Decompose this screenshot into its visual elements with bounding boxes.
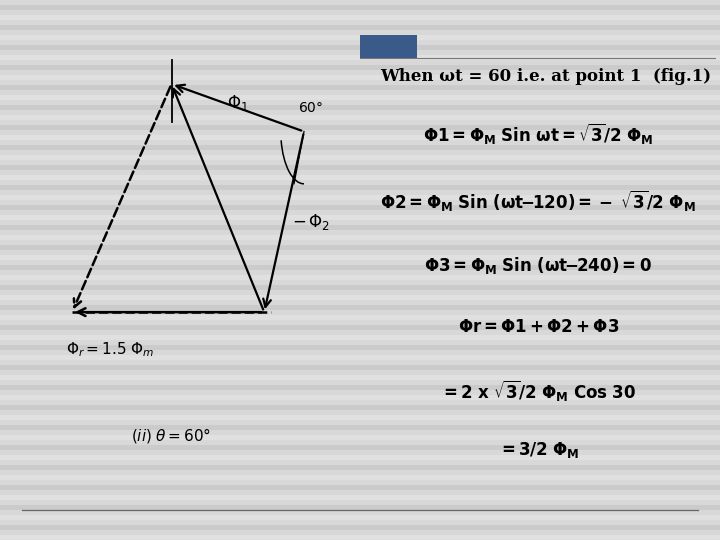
Bar bbox=[0, 145, 720, 150]
Bar bbox=[0, 55, 720, 60]
Bar bbox=[0, 185, 720, 190]
Bar bbox=[0, 35, 720, 40]
Bar bbox=[0, 205, 720, 210]
Text: $\mathbf{\Phi1 = \Phi_M\ Sin\ \omega t = \sqrt{3}/2\ \Phi_M}$: $\mathbf{\Phi1 = \Phi_M\ Sin\ \omega t =… bbox=[423, 122, 653, 146]
Bar bbox=[0, 15, 720, 20]
Bar bbox=[0, 355, 720, 360]
Bar bbox=[0, 505, 720, 510]
Text: $\mathbf{\Phi2 = \Phi_M\ Sin\ (\omega t\!\!-\!\!120) = -\ \sqrt{3}/2\ \Phi_M}$: $\mathbf{\Phi2 = \Phi_M\ Sin\ (\omega t\… bbox=[380, 188, 696, 213]
Bar bbox=[0, 285, 720, 290]
Bar bbox=[0, 445, 720, 450]
Bar bbox=[0, 345, 720, 350]
Bar bbox=[0, 325, 720, 330]
Bar bbox=[0, 305, 720, 310]
Bar bbox=[0, 485, 720, 490]
Bar bbox=[0, 175, 720, 180]
FancyBboxPatch shape bbox=[360, 35, 417, 58]
Bar bbox=[0, 425, 720, 430]
Bar bbox=[0, 275, 720, 280]
Bar bbox=[0, 165, 720, 170]
Text: $\Phi_r = 1.5\;\Phi_m$: $\Phi_r = 1.5\;\Phi_m$ bbox=[66, 341, 153, 360]
Bar bbox=[0, 395, 720, 400]
Bar bbox=[0, 335, 720, 340]
Bar bbox=[0, 475, 720, 480]
Text: $-\,\Phi_2$: $-\,\Phi_2$ bbox=[292, 212, 330, 232]
Bar bbox=[0, 155, 720, 160]
Bar bbox=[0, 265, 720, 270]
Bar bbox=[0, 215, 720, 220]
Bar bbox=[0, 435, 720, 440]
Bar bbox=[0, 225, 720, 230]
Text: When ωt = 60 i.e. at point 1  (fig.1): When ωt = 60 i.e. at point 1 (fig.1) bbox=[379, 69, 711, 85]
Bar bbox=[0, 135, 720, 140]
Bar bbox=[0, 455, 720, 460]
Text: $\mathbf{= 2\ x\ \sqrt{3}/2\ \Phi_M\ Cos\ 30}$: $\mathbf{= 2\ x\ \sqrt{3}/2\ \Phi_M\ Cos… bbox=[440, 378, 636, 403]
Bar bbox=[0, 535, 720, 540]
Bar bbox=[0, 375, 720, 380]
Text: $\mathbf{\Phi r = \Phi1 + \Phi2 + \Phi3}$: $\mathbf{\Phi r = \Phi1 + \Phi2 + \Phi3}… bbox=[457, 318, 619, 336]
Text: $\Phi_1$: $\Phi_1$ bbox=[227, 93, 248, 113]
Bar bbox=[0, 25, 720, 30]
Bar bbox=[0, 125, 720, 130]
Text: $\mathbf{= 3/2\ \Phi_M}$: $\mathbf{= 3/2\ \Phi_M}$ bbox=[498, 440, 579, 460]
Bar bbox=[0, 385, 720, 390]
Bar bbox=[0, 315, 720, 320]
Bar bbox=[0, 5, 720, 10]
Bar bbox=[0, 75, 720, 80]
Bar bbox=[0, 245, 720, 250]
Bar bbox=[0, 495, 720, 500]
Bar bbox=[0, 415, 720, 420]
Text: $60°$: $60°$ bbox=[298, 101, 323, 115]
Bar bbox=[0, 515, 720, 520]
Bar bbox=[0, 85, 720, 90]
Bar bbox=[0, 525, 720, 530]
Bar bbox=[0, 255, 720, 260]
Bar bbox=[0, 65, 720, 70]
Bar bbox=[0, 235, 720, 240]
Text: $\mathbf{\Phi3 = \Phi_M\ Sin\ (\omega t\!\!-\!\!240) = 0}$: $\mathbf{\Phi3 = \Phi_M\ Sin\ (\omega t\… bbox=[424, 255, 652, 276]
Text: $(ii)\;\theta = 60°$: $(ii)\;\theta = 60°$ bbox=[132, 426, 212, 445]
Bar bbox=[0, 365, 720, 370]
Bar bbox=[0, 105, 720, 110]
Bar bbox=[0, 405, 720, 410]
Bar bbox=[0, 95, 720, 100]
Bar bbox=[0, 195, 720, 200]
Bar bbox=[0, 115, 720, 120]
Bar bbox=[0, 465, 720, 470]
Bar bbox=[0, 295, 720, 300]
Bar bbox=[0, 45, 720, 50]
